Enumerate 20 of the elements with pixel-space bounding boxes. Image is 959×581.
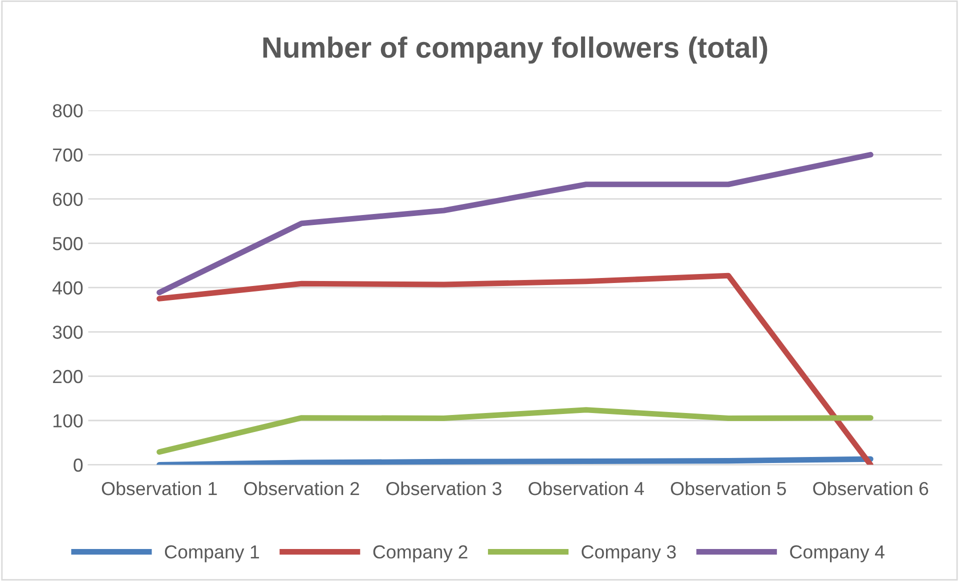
y-tick-label: 0 (74, 458, 83, 472)
y-tick-label: 500 (52, 236, 83, 250)
legend-label: Company 3 (582, 545, 676, 562)
legend-label: Company 1 (164, 545, 259, 562)
legend-label: Company 4 (790, 545, 884, 562)
x-tick-label: Observation 2 (244, 481, 360, 496)
y-tick-label: 100 (54, 414, 83, 428)
y-tick-label: 300 (52, 326, 83, 339)
y-tick-label: 600 (53, 192, 83, 206)
legend-label: Company 2 (373, 545, 468, 562)
y-tick-label: 200 (53, 370, 83, 384)
x-tick-label: Observation 6 (813, 481, 928, 496)
chart-title: Number of company followers (total) (263, 36, 768, 64)
x-tick-label: Observation 1 (102, 481, 217, 496)
x-tick-label: Observation 4 (528, 481, 644, 496)
y-tick-label: 700 (53, 148, 83, 162)
y-tick-label: 800 (52, 104, 83, 118)
x-tick-label: Observation 5 (670, 481, 786, 496)
x-tick-label: Observation 3 (386, 481, 502, 496)
y-tick-label: 400 (52, 281, 83, 295)
